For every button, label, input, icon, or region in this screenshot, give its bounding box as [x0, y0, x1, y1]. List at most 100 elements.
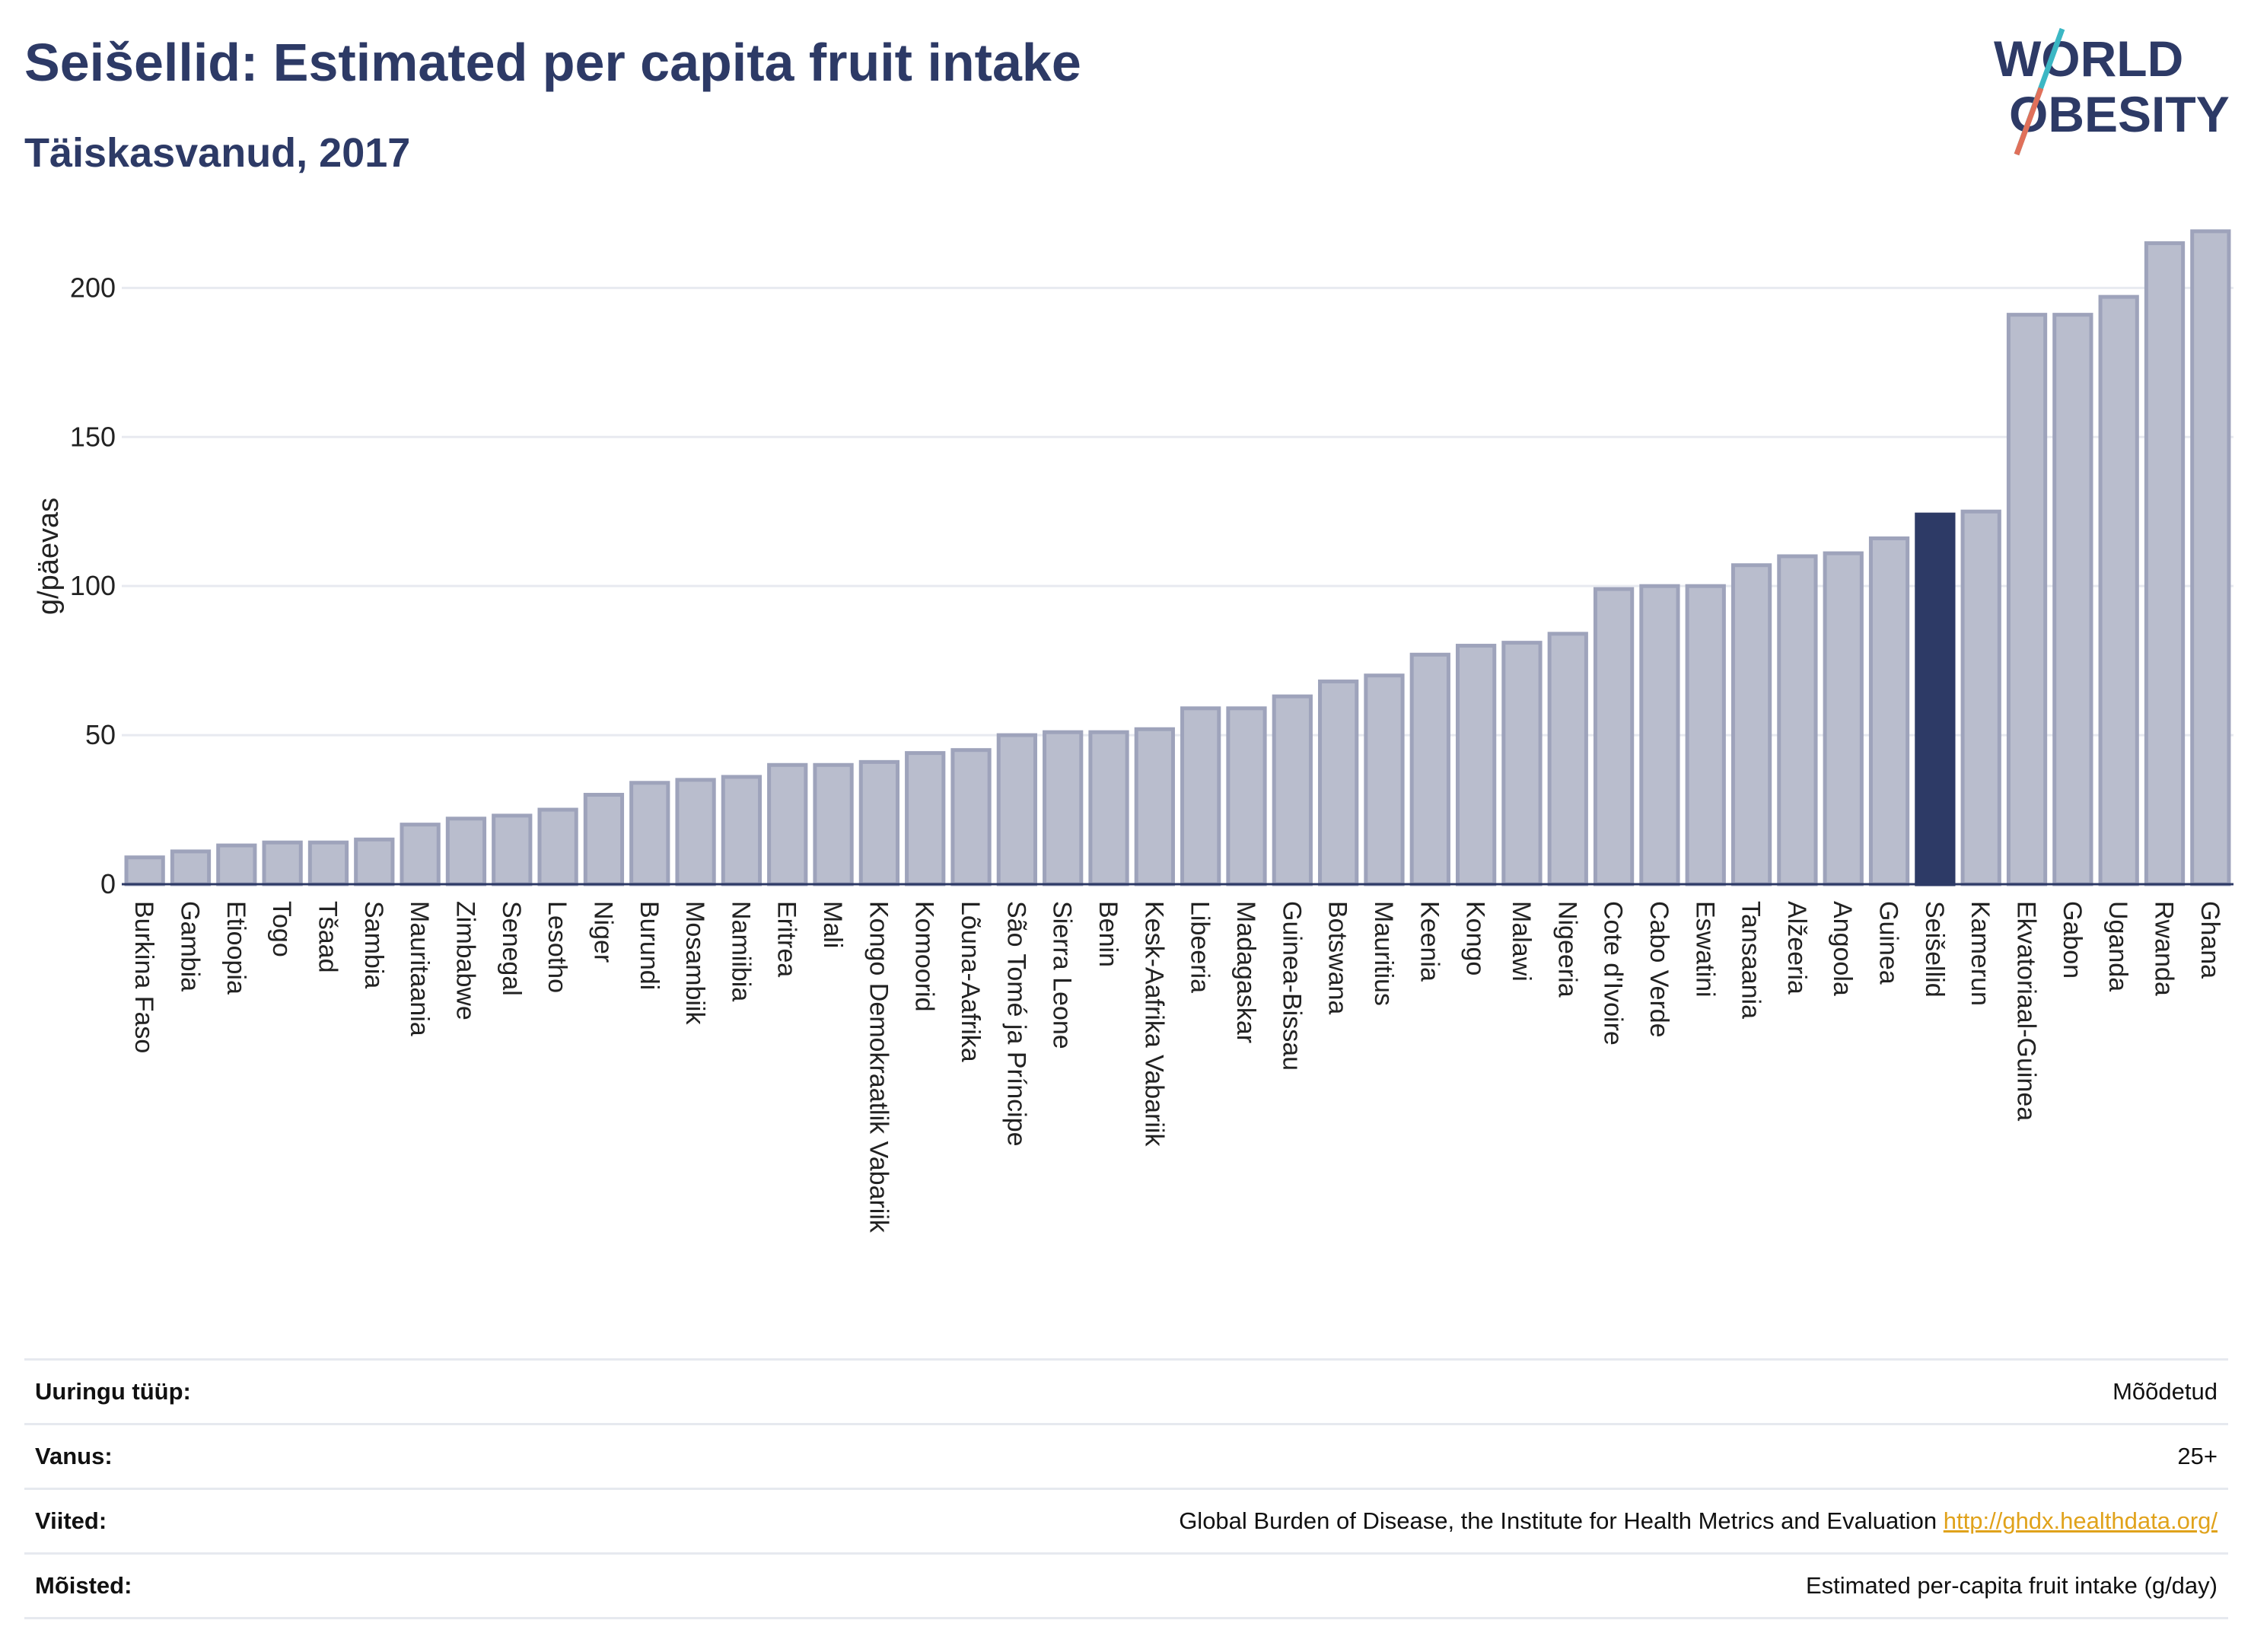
x-tick-label: Malawi [1507, 901, 1536, 982]
bar [1823, 551, 1864, 886]
chart-subtitle: Täiskasvanud, 2017 [24, 130, 411, 176]
info-value: Estimated per-capita fruit intake (g/day… [1805, 1572, 2218, 1599]
x-tick-label: Senegal [497, 901, 526, 996]
x-tick-label: Madagaskar [1231, 901, 1260, 1043]
bar [1777, 554, 1818, 886]
info-value: 25+ [2177, 1443, 2218, 1469]
bar [2052, 313, 2093, 886]
x-tick-label: Sierra Leone [1048, 901, 1077, 1049]
bar [1409, 652, 1450, 886]
x-tick-label: Burkina Faso [129, 901, 158, 1053]
x-tick-label: Sambia [359, 901, 388, 988]
bar [813, 762, 854, 886]
info-row-age: Vanus: 25+ [24, 1423, 2228, 1488]
x-tick-label: Tšaad [313, 901, 342, 973]
x-tick-label: Namiibia [726, 901, 755, 1001]
x-tick-label: Cote d'Ivoire [1599, 901, 1628, 1046]
bar [1501, 641, 1543, 886]
bar [354, 837, 395, 886]
info-row-references: Viited: Global Burden of Disease, the In… [24, 1488, 2228, 1552]
y-tick-label: 50 [85, 719, 116, 750]
bar [1088, 730, 1129, 886]
x-tick-label: Botswana [1323, 901, 1352, 1014]
x-tick-label: São Tomé ja Príncipe [1001, 901, 1030, 1147]
bar [1134, 727, 1175, 886]
bar [2098, 294, 2139, 886]
bar [400, 823, 441, 886]
x-tick-label: Alžeeria [1782, 901, 1811, 995]
bar [216, 843, 257, 886]
bar [537, 807, 578, 886]
bar [1685, 584, 1726, 886]
x-tick-label: Lesotho [543, 901, 572, 993]
x-tick-label: Togo [267, 901, 296, 957]
reference-text: Global Burden of Disease, the Institute … [1179, 1507, 1944, 1534]
x-tick-label: Mauritaania [405, 901, 434, 1036]
bar [445, 816, 487, 886]
bar [767, 762, 808, 886]
y-tick-label: 0 [100, 868, 116, 899]
bar [905, 751, 946, 886]
x-tick-label: Ekvatoriaal-Guinea [2012, 901, 2041, 1121]
info-row-definitions: Mõisted: Estimated per-capita fruit inta… [24, 1552, 2228, 1619]
x-tick-label: Nigeeria [1552, 901, 1581, 998]
bar [858, 759, 900, 886]
info-table: Uuringu tüüp: Mõõdetud Vanus: 25+ Viited… [24, 1358, 2228, 1619]
x-tick-label: Eritrea [772, 901, 801, 977]
bar [2006, 313, 2048, 886]
bar [1868, 536, 1910, 886]
bar-chart: 0 50 100 150 200 g/päevas Burkina Faso Gambia Et… [33, 229, 2233, 1233]
bar [1730, 563, 1772, 886]
info-row-survey-type: Uuringu tüüp: Mõõdetud [24, 1358, 2228, 1423]
x-tick-label: Niger [588, 901, 617, 963]
reference-link[interactable]: http://ghdx.healthdata.org/ [1943, 1507, 2218, 1534]
bar [1272, 694, 1313, 886]
x-tick-label: Uganda [2103, 901, 2132, 992]
x-tick-label: Komoorid [910, 901, 939, 1012]
bar [996, 733, 1037, 886]
x-tick-label: Tansaania [1737, 901, 1765, 1019]
bar [1364, 673, 1405, 886]
x-tick-label: Kongo Demokraatlik Vabariik [864, 901, 893, 1233]
x-tick-label: Mauritius [1369, 901, 1398, 1006]
x-tick-label: Gambia [175, 901, 204, 992]
x-tick-label: Gabon [2058, 901, 2087, 979]
info-value: Global Burden of Disease, the Institute … [1179, 1507, 2218, 1535]
bar [1960, 509, 2001, 886]
x-tick-label: Seišellid [1920, 901, 1949, 998]
info-value: Mõõdetud [2113, 1378, 2218, 1405]
bar [2190, 229, 2231, 886]
info-key: Uuringu tüüp: [35, 1378, 191, 1405]
x-tick-label: Libeeria [1186, 901, 1215, 993]
x-tick-label: Benin [1094, 901, 1122, 967]
bar [1455, 644, 1497, 886]
bar [1915, 512, 1956, 886]
logo-slash-coral [2014, 87, 2044, 156]
x-tick-label: Guinea-Bissau [1277, 901, 1306, 1071]
bar [1639, 584, 1680, 886]
bar [583, 792, 625, 886]
bar [1226, 706, 1267, 886]
x-tick-label: Kamerun [1966, 901, 1995, 1006]
bar [1180, 706, 1221, 886]
bar [307, 840, 349, 886]
bar [1547, 632, 1588, 886]
x-tick-label: Cabo Verde [1644, 901, 1673, 1038]
x-tick-label: Keenia [1415, 901, 1444, 982]
bar [262, 840, 303, 886]
x-tick-label: Burundi [635, 901, 664, 990]
y-tick-label: 100 [70, 570, 116, 601]
x-tick-label: Ghana [2195, 901, 2224, 979]
bar [721, 775, 763, 886]
bar [629, 781, 670, 886]
bar [1593, 587, 1635, 886]
chart-title: Seišellid: Estimated per capita fruit in… [24, 33, 1081, 92]
x-tick-label: Guinea [1874, 901, 1903, 985]
bar [2144, 241, 2186, 886]
x-tick-label: Mali [818, 901, 847, 948]
x-tick-label: Zimbabwe [451, 901, 479, 1020]
info-key: Vanus: [35, 1443, 113, 1469]
bar [170, 849, 212, 886]
x-tick-label: Etioopia [221, 901, 250, 995]
logo-line1: WORLD [1994, 30, 2183, 87]
